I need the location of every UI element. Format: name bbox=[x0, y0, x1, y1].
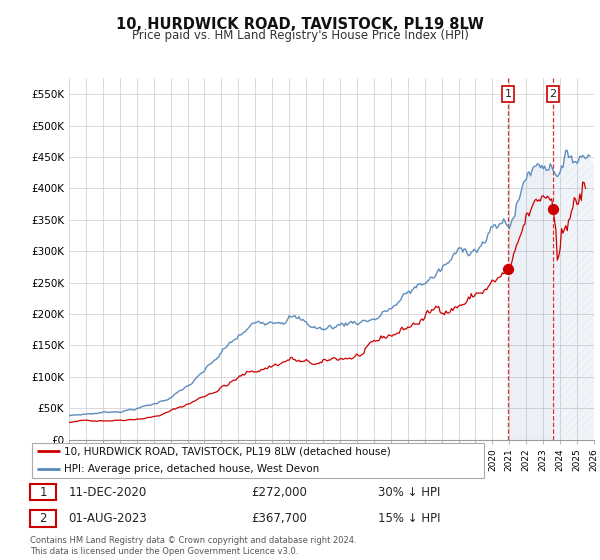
Text: 30% ↓ HPI: 30% ↓ HPI bbox=[378, 486, 440, 498]
Text: Contains HM Land Registry data © Crown copyright and database right 2024.
This d: Contains HM Land Registry data © Crown c… bbox=[30, 536, 356, 556]
FancyBboxPatch shape bbox=[32, 444, 484, 478]
Text: 01-AUG-2023: 01-AUG-2023 bbox=[68, 512, 148, 525]
Text: 10, HURDWICK ROAD, TAVISTOCK, PL19 8LW (detached house): 10, HURDWICK ROAD, TAVISTOCK, PL19 8LW (… bbox=[64, 446, 391, 456]
FancyBboxPatch shape bbox=[30, 484, 56, 501]
Text: £367,700: £367,700 bbox=[251, 512, 307, 525]
Text: Price paid vs. HM Land Registry's House Price Index (HPI): Price paid vs. HM Land Registry's House … bbox=[131, 29, 469, 42]
Point bbox=[503, 264, 513, 273]
Text: 2: 2 bbox=[40, 512, 47, 525]
Text: £272,000: £272,000 bbox=[251, 486, 307, 498]
Text: 1: 1 bbox=[505, 89, 511, 99]
Text: 11-DEC-2020: 11-DEC-2020 bbox=[68, 486, 147, 498]
Text: 15% ↓ HPI: 15% ↓ HPI bbox=[378, 512, 440, 525]
Point bbox=[548, 204, 558, 213]
Text: HPI: Average price, detached house, West Devon: HPI: Average price, detached house, West… bbox=[64, 464, 319, 474]
FancyBboxPatch shape bbox=[30, 510, 56, 527]
Text: 1: 1 bbox=[40, 486, 47, 498]
Text: 10, HURDWICK ROAD, TAVISTOCK, PL19 8LW: 10, HURDWICK ROAD, TAVISTOCK, PL19 8LW bbox=[116, 17, 484, 32]
Text: 2: 2 bbox=[550, 89, 557, 99]
